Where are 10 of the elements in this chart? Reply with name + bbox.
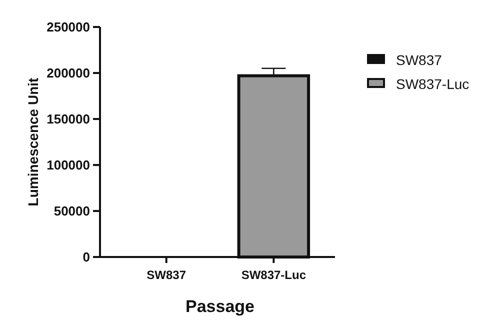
legend-label: SW837 <box>396 52 442 68</box>
y-tick-label: 250000 <box>46 20 90 35</box>
y-axis-title: Luminescence Unit <box>25 77 41 206</box>
y-tick-label: 50000 <box>54 204 90 219</box>
x-axis-title: Passage <box>186 297 254 316</box>
y-tick-label: 100000 <box>46 158 90 173</box>
y-tick-label: 150000 <box>46 112 90 127</box>
y-tick-label: 0 <box>82 250 90 265</box>
legend-label: SW837-Luc <box>396 76 470 92</box>
y-tick-label: 200000 <box>46 66 90 81</box>
